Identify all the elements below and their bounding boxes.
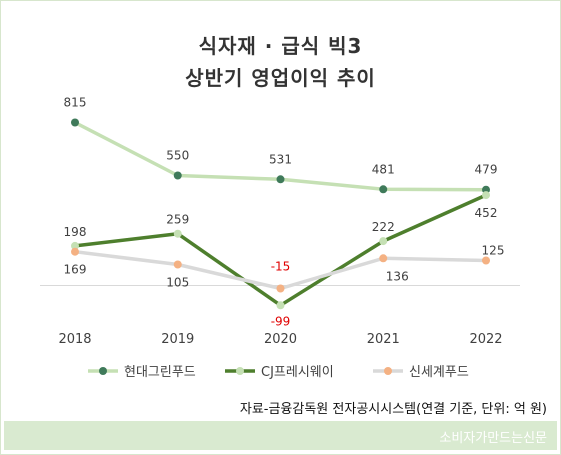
data-point-s1-0	[71, 241, 79, 250]
chart-title-line2: 상반기 영업이익 추이	[185, 66, 376, 90]
data-label-s1-2: -99	[271, 314, 291, 328]
x-tick-label-3: 2021	[367, 332, 400, 347]
data-point-s0-1	[173, 171, 182, 180]
data-label-s2-3: 136	[386, 269, 409, 283]
data-label-s2-1: 105	[166, 276, 189, 290]
data-label-s1-1: 259	[166, 213, 189, 227]
data-label-s0-1: 550	[166, 149, 189, 163]
x-tick-label-1: 2019	[161, 332, 194, 347]
chart-title-line1: 식자재 · 급식 빅3	[198, 34, 363, 58]
data-label-s1-3: 222	[372, 220, 395, 234]
data-point-s2-4	[482, 256, 490, 265]
x-tick-label-0: 2018	[58, 332, 91, 347]
data-label-s0-2: 531	[269, 152, 292, 166]
data-label-s0-4: 479	[475, 163, 498, 177]
data-point-s2-0	[71, 247, 79, 256]
data-point-s1-4	[482, 191, 490, 200]
data-label-s0-3: 481	[372, 162, 395, 176]
data-point-s0-3	[379, 185, 388, 194]
legend-marker-1	[236, 367, 244, 375]
legend-marker-0	[99, 367, 107, 375]
legend-label-2: 신세계푸드	[409, 365, 469, 380]
data-point-s1-3	[379, 237, 388, 246]
data-label-s0-0: 815	[64, 96, 87, 110]
legend-label-1: CJ프레시웨이	[261, 365, 334, 380]
data-label-s2-4: 125	[482, 244, 505, 258]
data-point-s2-2	[276, 284, 285, 293]
data-label-s1-0: 198	[64, 225, 87, 239]
x-tick-label-4: 2022	[469, 332, 502, 347]
footer-credit: 소비자가만드는신문	[439, 431, 547, 446]
data-label-s2-0: 169	[64, 263, 87, 277]
data-source: 자료-금융감독원 전자공시시스템(연결 기준, 단위: 억 원)	[239, 402, 547, 417]
footer-bar: 소비자가만드는신문	[4, 421, 557, 450]
line-chart: 815 550 531 481 479 198 259 -99 222 452 169 105 -15 1…	[40, 96, 520, 380]
data-point-s2-3	[379, 254, 388, 263]
x-tick-label-2: 2020	[264, 332, 297, 347]
data-point-s0-2	[276, 175, 285, 184]
legend-label-0: 현대그린푸드	[124, 365, 196, 380]
data-label-s1-4: 452	[475, 206, 498, 220]
legend-marker-2	[384, 367, 392, 375]
data-point-s1-1	[173, 229, 182, 238]
data-point-s2-1	[173, 260, 182, 269]
data-point-s1-2	[276, 301, 285, 310]
data-label-s2-2: -15	[271, 260, 291, 274]
data-point-s0-0	[71, 118, 79, 127]
